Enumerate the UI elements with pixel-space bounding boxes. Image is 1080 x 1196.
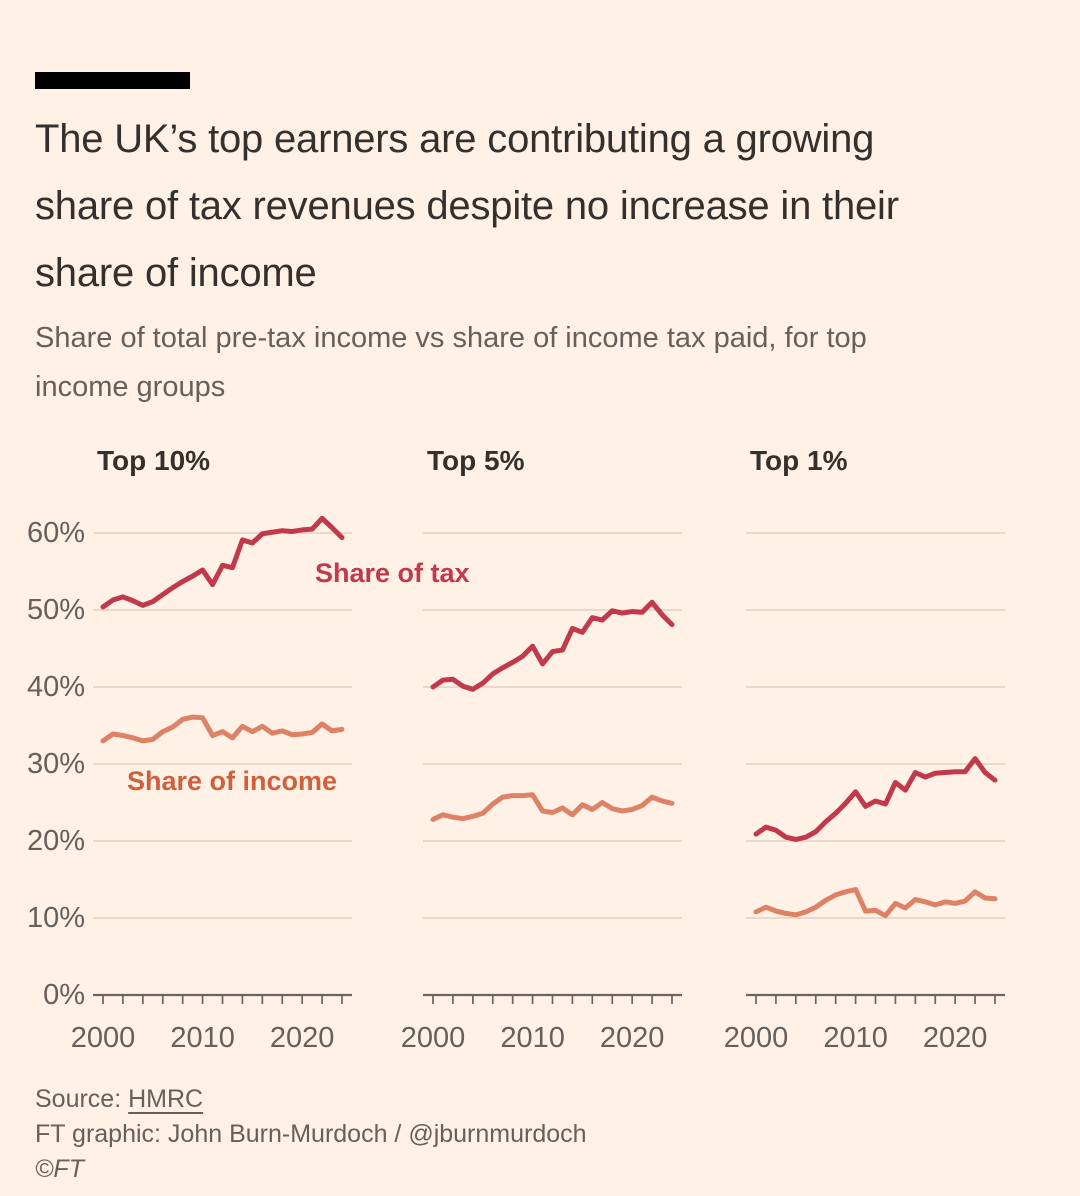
chart-subtitle-line-1: Share of total pre-tax income vs share o… (35, 322, 867, 354)
panel-chart-svg-top-1: 2000 2010 2020 (724, 532, 1005, 1054)
tax-line (430, 599, 675, 692)
x-tick-label: 2000 (71, 1022, 136, 1054)
income-line (753, 887, 998, 919)
chart-title-line-2: share of tax revenues despite no increas… (35, 184, 899, 228)
panel-top-5: Top 5% 2000 2010 2020 (401, 440, 682, 1080)
chart-subtitle-line-2: income groups (35, 371, 226, 403)
chart-title-line-1: The UK’s top earners are contributing a … (35, 117, 875, 161)
x-tick-label: 2020 (923, 1022, 988, 1054)
panel-top-1: Top 1% 2000 2010 2020 (724, 440, 1005, 1080)
panel-title-top-1: Top 1% (750, 445, 848, 476)
copyright-line: ©FT (35, 1155, 84, 1183)
x-tick-label: 2000 (724, 1022, 789, 1054)
y-axis-label: 20% (26, 825, 85, 857)
tax-line (100, 515, 345, 610)
credit-line: FT graphic: John Burn-Murdoch / @jburnmu… (35, 1120, 587, 1148)
panel-chart-svg-top-10: 2000 2010 2020 (71, 515, 352, 1054)
y-axis-label: 50% (26, 594, 85, 626)
y-axis-label: 30% (26, 748, 85, 780)
x-tick-label: 2000 (401, 1022, 466, 1054)
ft-top-rule (35, 72, 190, 89)
panel-top-10: Top 10% 2000 2010 2020 (71, 440, 352, 1080)
income-line (100, 714, 345, 744)
tax-line (753, 756, 998, 842)
x-tick-label: 2010 (500, 1022, 565, 1054)
source-line: Source: HMRC (35, 1082, 587, 1117)
chart-title: The UK’s top earners are contributing a … (35, 106, 1065, 307)
panel-title-top-10: Top 10% (97, 445, 211, 476)
y-axis-label: 0% (43, 979, 85, 1011)
footer: Source: HMRC FT graphic: John Burn-Murdo… (35, 1082, 587, 1187)
panel-chart-svg-top-5: 2000 2010 2020 (401, 532, 682, 1054)
source-link-hmrc[interactable]: HMRC (128, 1085, 204, 1113)
y-axis-label: 40% (26, 671, 85, 703)
source-prefix: Source: (35, 1085, 129, 1113)
x-tick-label: 2020 (270, 1022, 335, 1054)
x-tick-label: 2010 (170, 1022, 235, 1054)
chart-area: 0% 10% 20% 30% 40% 50% 60% Top 10% 2000 2010 202… (0, 440, 1080, 1080)
y-axis-label: 60% (26, 517, 85, 549)
share-of-income-label: Share of income (127, 766, 338, 796)
share-of-tax-label: Share of tax (315, 558, 470, 588)
x-tick-label: 2010 (823, 1022, 888, 1054)
income-line (430, 792, 675, 822)
panel-title-top-5: Top 5% (427, 445, 525, 476)
y-axis-label: 10% (26, 902, 85, 934)
chart-title-line-3: share of income (35, 251, 317, 295)
chart-subtitle: Share of total pre-tax income vs share o… (35, 314, 1065, 412)
x-tick-label: 2020 (600, 1022, 665, 1054)
